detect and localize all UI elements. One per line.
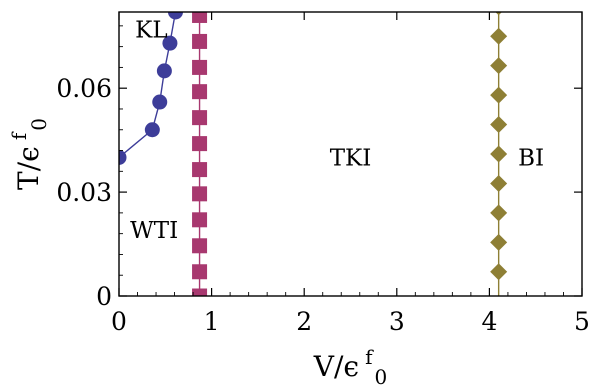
series-square-point-0	[192, 288, 208, 296]
series-square-point-5	[192, 162, 208, 178]
series-circle-point-3	[156, 63, 172, 79]
series-diamond-point-9	[495, 12, 502, 16]
y-tick-label-2: 0.06	[56, 74, 112, 103]
series-circle-point-5	[167, 12, 183, 20]
region-label-bi: BI	[518, 145, 544, 171]
series-square-point-6	[192, 136, 208, 152]
plot-frame	[118, 11, 583, 297]
series-square-point-7	[192, 110, 208, 126]
y-tick-label-1: 0.03	[56, 178, 112, 207]
y-axis-title-sup: f	[7, 131, 31, 140]
y-axis-title: T/ϵf0	[7, 118, 51, 190]
x-tick-label-2: 2	[296, 307, 312, 336]
series-diamond-point-0	[490, 263, 508, 281]
series-diamond	[490, 12, 508, 296]
series-circle	[119, 12, 183, 165]
x-tick-label-1: 1	[204, 307, 220, 336]
series-square	[192, 12, 208, 296]
series-diamond-point-5	[490, 116, 508, 134]
series-diamond-point-1	[490, 233, 508, 251]
series-diamond-point-3	[490, 174, 508, 192]
x-axis-title-sup: f	[365, 345, 374, 369]
x-tick-label-5: 5	[574, 307, 590, 336]
region-label-tki: TKI	[330, 145, 372, 171]
series-diamond-point-4	[490, 145, 508, 163]
region-label-kl: KL	[135, 17, 167, 43]
series-square-point-2	[192, 238, 208, 254]
series-square-point-10	[192, 33, 208, 49]
y-axis-title-sub: 0	[27, 118, 51, 131]
series-diamond-point-8	[490, 27, 508, 45]
series-layer	[119, 12, 508, 296]
series-square-point-3	[192, 212, 208, 228]
x-axis-title-sub: 0	[375, 365, 388, 389]
series-square-point-8	[192, 84, 208, 100]
annotation-layer: KL TKI BI WTI	[130, 17, 544, 244]
x-tick-label-3: 3	[389, 307, 405, 336]
x-axis-title-eps: ϵ	[343, 350, 359, 383]
x-tick-label-4: 4	[481, 307, 497, 336]
series-diamond-point-6	[490, 86, 508, 104]
y-tick-label-0: 0	[96, 282, 112, 311]
series-square-point-11	[192, 12, 208, 23]
series-square-point-4	[192, 186, 208, 202]
series-circle-point-4	[162, 35, 178, 51]
series-square-point-9	[192, 59, 208, 75]
x-axis-title: V/ϵ f0	[313, 345, 387, 389]
ticks-layer: 0 1 2 3 4 5 0 0.03 0.06	[56, 12, 590, 336]
x-axis-title-main: V/	[313, 350, 344, 383]
series-square-point-1	[192, 264, 208, 280]
series-diamond-point-7	[490, 57, 508, 75]
y-axis-title-main: T/	[12, 161, 45, 190]
series-circle-point-2	[152, 94, 168, 110]
series-diamond-point-2	[490, 204, 508, 222]
y-axis-title-eps: ϵ	[12, 146, 45, 162]
x-tick-label-0: 0	[111, 307, 127, 336]
series-circle-point-0	[119, 149, 127, 165]
series-circle-point-1	[144, 122, 160, 138]
region-label-wti: WTI	[130, 218, 178, 244]
